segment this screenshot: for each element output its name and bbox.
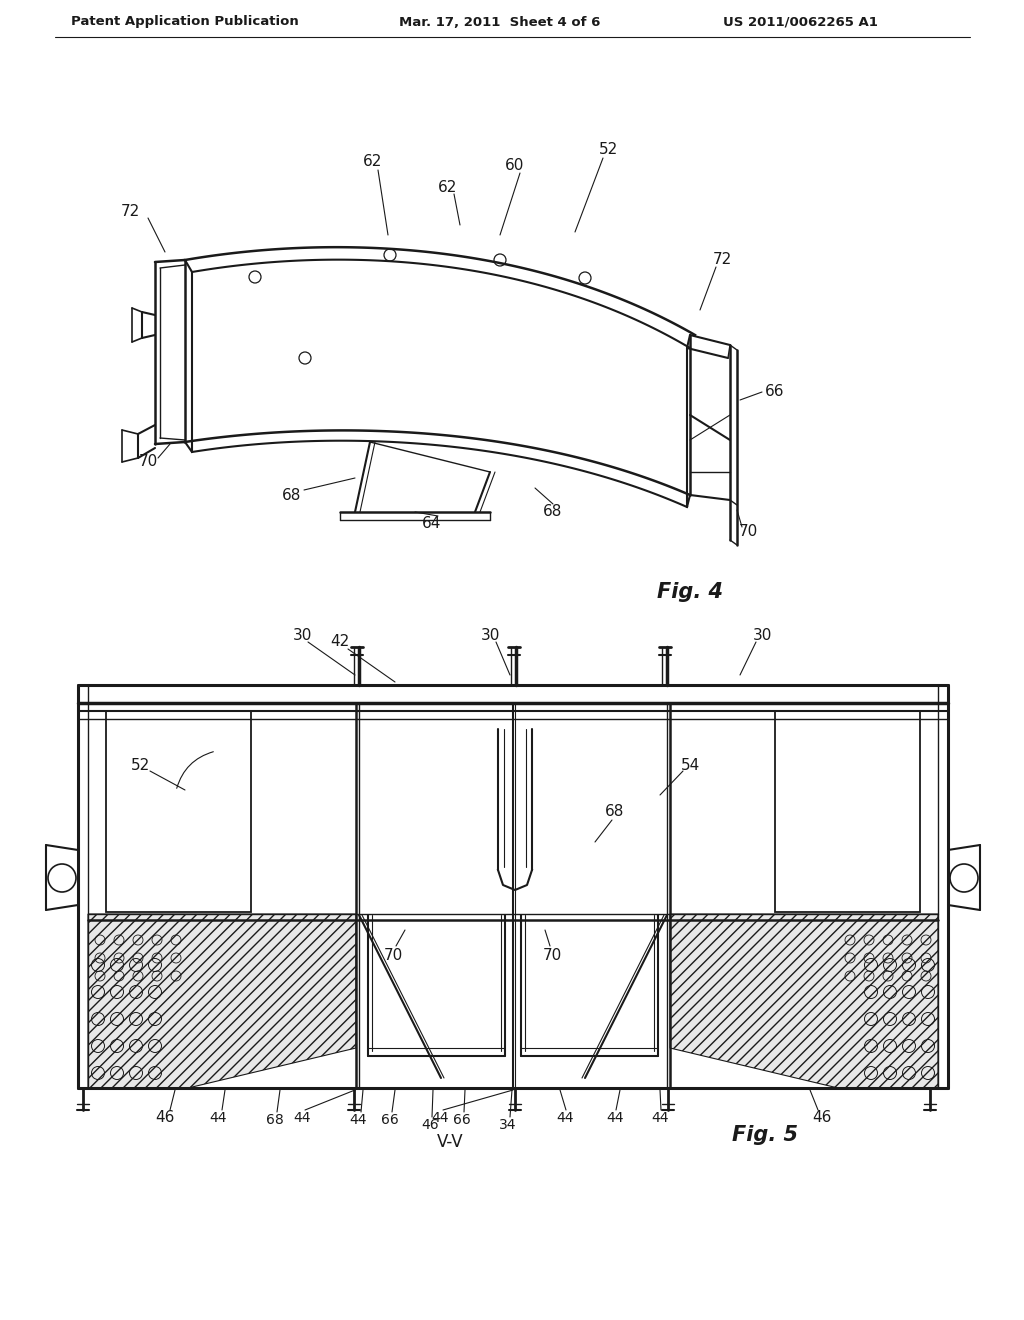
Text: 52: 52	[598, 143, 617, 157]
Polygon shape	[670, 913, 938, 1088]
Text: 44: 44	[209, 1111, 226, 1125]
Text: 68: 68	[266, 1113, 284, 1127]
Text: Fig. 4: Fig. 4	[657, 582, 723, 602]
Text: 44: 44	[651, 1111, 669, 1125]
Text: 54: 54	[680, 758, 699, 772]
Text: 70: 70	[543, 948, 561, 962]
Bar	[775, 711, 920, 912]
Text: 70: 70	[383, 948, 402, 962]
Text: 46: 46	[156, 1110, 175, 1126]
Text: 66: 66	[454, 1113, 471, 1127]
Text: 62: 62	[438, 180, 458, 194]
Text: 44: 44	[556, 1111, 573, 1125]
Text: 70: 70	[138, 454, 158, 470]
Text: 42: 42	[331, 635, 349, 649]
Text: 44: 44	[293, 1111, 310, 1125]
Bar	[106, 711, 251, 912]
Text: Fig. 5: Fig. 5	[732, 1125, 798, 1144]
Text: 30: 30	[480, 627, 500, 643]
Text: 52: 52	[130, 758, 150, 772]
Text: Mar. 17, 2011  Sheet 4 of 6: Mar. 17, 2011 Sheet 4 of 6	[399, 16, 601, 29]
Text: 44: 44	[431, 1111, 449, 1125]
Text: US 2011/0062265 A1: US 2011/0062265 A1	[723, 16, 878, 29]
Text: 68: 68	[605, 804, 625, 820]
Text: 66: 66	[381, 1113, 399, 1127]
Text: 30: 30	[292, 627, 311, 643]
Text: 64: 64	[422, 516, 441, 531]
Text: 68: 68	[544, 504, 562, 520]
Text: 68: 68	[283, 487, 302, 503]
Text: V-V: V-V	[436, 1133, 463, 1151]
Text: 60: 60	[505, 157, 524, 173]
Text: 70: 70	[738, 524, 758, 540]
Text: 46: 46	[421, 1118, 439, 1133]
Text: 72: 72	[713, 252, 731, 268]
Text: 46: 46	[812, 1110, 831, 1126]
Text: 30: 30	[753, 627, 772, 643]
Text: 44: 44	[606, 1111, 624, 1125]
Text: 72: 72	[121, 205, 139, 219]
Text: Patent Application Publication: Patent Application Publication	[71, 16, 299, 29]
Text: 44: 44	[349, 1113, 367, 1127]
Text: 62: 62	[364, 154, 383, 169]
Text: 34: 34	[500, 1118, 517, 1133]
Polygon shape	[88, 913, 356, 1088]
Text: 66: 66	[765, 384, 784, 400]
